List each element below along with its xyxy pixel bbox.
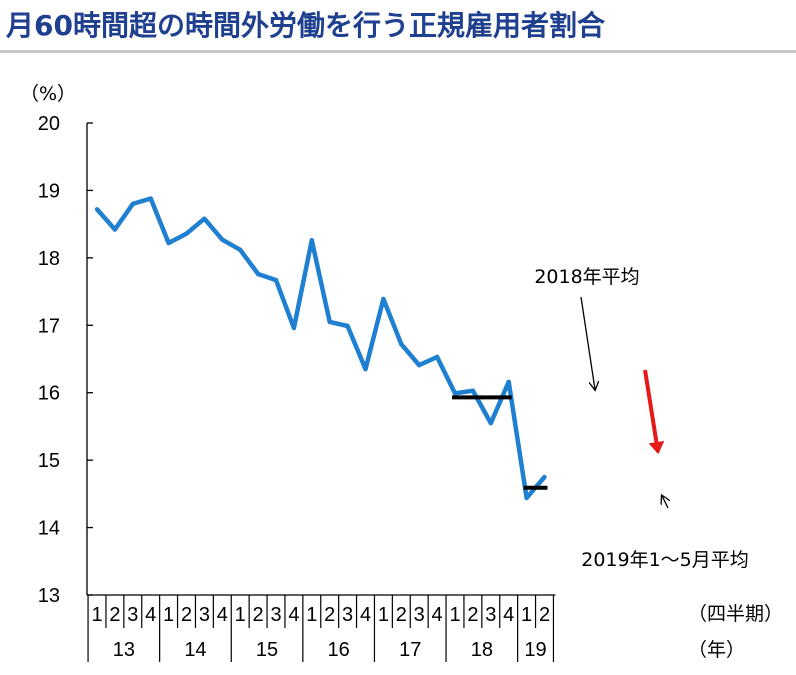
x-tick-label-quarter: 4 — [432, 604, 443, 626]
avg-2018-label: 2018年平均 — [534, 266, 639, 288]
avg-2019-pointer — [662, 496, 668, 509]
x-tick-label-quarter: 1 — [449, 604, 460, 626]
x-tick-label-year: 15 — [256, 639, 278, 661]
data-point — [309, 238, 314, 243]
data-point — [542, 474, 547, 480]
x-tick-label-year: 18 — [471, 639, 493, 661]
x-tick-label-quarter: 3 — [270, 604, 281, 626]
y-tick-label: 15 — [38, 450, 60, 472]
x-tick-label-quarter: 3 — [342, 604, 353, 626]
y-axis: 20 19 18 17 16 15 14 13 — [38, 113, 93, 607]
x-tick-label-quarter: 4 — [503, 604, 514, 626]
x-tick-label-quarter: 1 — [521, 604, 532, 626]
down-arrow-icon — [643, 369, 665, 454]
title-divider — [0, 50, 796, 53]
y-tick-label: 13 — [38, 585, 60, 607]
x-tick-label-quarter: 4 — [145, 604, 156, 626]
x-axis-year-unit: （年） — [688, 639, 745, 661]
data-point — [202, 216, 207, 221]
data-point — [184, 231, 189, 236]
y-tick-label: 17 — [38, 315, 60, 337]
data-point — [488, 420, 493, 426]
data-point — [130, 201, 135, 207]
x-tick-label-year: 17 — [399, 639, 421, 661]
data-point — [112, 227, 118, 232]
chart-title: 月60時間超の時間外労働を行う正規雇用者割合 — [6, 9, 605, 42]
x-tick-label-quarter: 4 — [360, 604, 371, 626]
x-tick-label-quarter: 2 — [396, 604, 407, 626]
x-tick-label-quarter: 3 — [199, 604, 210, 626]
avg-2018-pointer — [580, 296, 595, 389]
data-point — [220, 237, 225, 242]
data-point — [238, 247, 243, 252]
x-tick-label-quarter: 2 — [109, 604, 120, 626]
data-point — [506, 379, 511, 385]
x-tick-label-year: 19 — [524, 639, 546, 661]
series-line — [95, 196, 547, 501]
data-point — [166, 240, 171, 246]
x-tick-label-quarter: 3 — [414, 604, 425, 626]
data-point — [148, 196, 153, 201]
data-point — [470, 388, 476, 393]
x-tick-label-quarter: 1 — [306, 604, 317, 626]
data-point — [524, 495, 529, 501]
data-point — [273, 277, 279, 283]
data-point — [363, 366, 368, 372]
data-point — [255, 271, 261, 277]
annotations: 2018年平均 2019年1〜5月平均 — [452, 266, 749, 571]
x-tick-label-quarter: 2 — [253, 604, 264, 626]
x-tick-label-quarter: 3 — [485, 604, 496, 626]
x-tick-label-year: 13 — [113, 639, 135, 661]
avg-2019-label: 2019年1〜5月平均 — [581, 549, 749, 571]
data-point — [434, 354, 440, 360]
y-axis-unit: （%） — [20, 83, 76, 105]
x-tick-label-quarter: 2 — [467, 604, 478, 626]
data-point — [381, 296, 386, 302]
x-tick-label-quarter: 2 — [181, 604, 192, 626]
data-point — [345, 323, 350, 329]
x-tick-label-quarter: 4 — [217, 604, 228, 626]
data-point — [399, 341, 404, 347]
x-tick-label-year: 16 — [328, 639, 350, 661]
x-tick-label-quarter: 4 — [288, 604, 299, 626]
x-tick-label-quarter: 1 — [91, 604, 102, 626]
x-axis: 1 2 3 4 1 2 3 4 1 2 3 4 1 2 3 4 1 2 3 4 1 2 3 4 1 213 14 15 16 17 18 19 — [87, 594, 556, 662]
x-tick-label-quarter: 3 — [127, 604, 138, 626]
y-tick-label: 18 — [38, 248, 60, 270]
x-tick-label-quarter: 1 — [163, 604, 174, 626]
data-point — [452, 391, 458, 396]
x-axis-quarter-unit: （四半期） — [688, 603, 783, 625]
data-point — [291, 325, 297, 331]
series-group — [94, 196, 547, 501]
data-point — [417, 362, 422, 368]
x-tick-label-quarter: 1 — [235, 604, 246, 626]
x-tick-label-quarter: 2 — [324, 604, 335, 626]
y-tick-label: 14 — [38, 518, 60, 540]
x-tick-label-year: 14 — [184, 639, 206, 661]
data-point — [327, 319, 332, 325]
x-tick-label-quarter: 1 — [378, 604, 389, 626]
y-tick-label: 20 — [38, 113, 60, 135]
data-point — [94, 207, 100, 212]
y-tick-label: 16 — [38, 383, 60, 405]
y-tick-label: 19 — [38, 180, 60, 202]
x-tick-label-quarter: 2 — [539, 604, 550, 626]
